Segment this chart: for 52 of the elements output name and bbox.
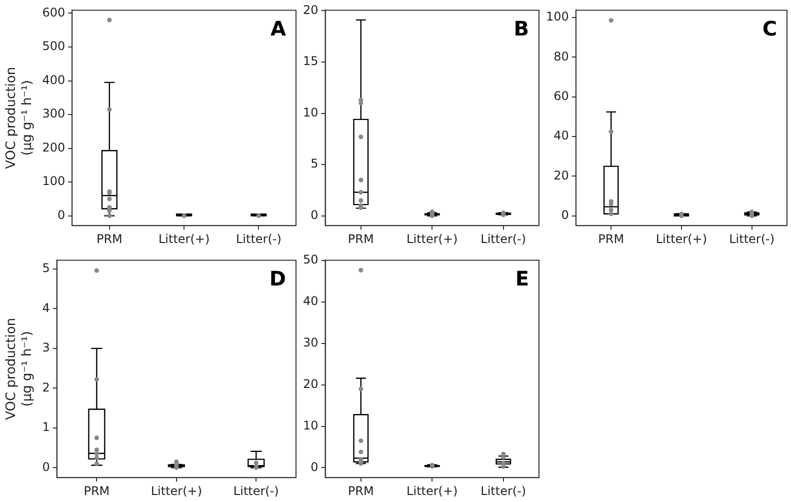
x-tick-label: PRM [348,484,374,498]
y-tick-label: 50 [302,252,318,267]
x-tick-label: Litter(+) [158,232,210,246]
y-tick-label: 5 [42,261,50,276]
y-tick-label: 600 [42,5,66,20]
y-tick-label: 15 [302,54,318,68]
y-tick-label: 0 [42,460,50,474]
y-tick-label: 300 [42,106,66,121]
annotation: D [269,266,286,290]
annotation: A [270,16,287,40]
y-tick-label: 2 [42,380,50,394]
y-tick-label: 1 [42,420,50,434]
x-tick-label: Litter(+) [150,484,202,498]
annotation: E [515,266,529,290]
x-tick-label: Litter(-) [729,232,775,246]
y-tick-label: 20 [554,168,569,182]
y-tick-label: 4 [42,300,50,315]
y-tick-label: 20 [302,376,318,391]
y-tick-label: 30 [302,336,318,350]
y-tick-label: 5 [310,156,318,171]
x-tick-label: Litter(+) [656,232,708,246]
y-tick-label: 400 [42,72,66,87]
y-tick-label: 100 [42,174,66,188]
x-tick-label: PRM [84,484,110,498]
annotation: B [514,16,529,40]
y-tick-label: 100 [546,10,569,24]
y-axis-title: VOC production (µg g⁻¹ h⁻¹) [4,318,35,420]
y-tick-label: 80 [554,49,569,64]
x-tick-label: PRM [348,232,374,246]
y-axis-title: VOC production (µg g⁻¹ h⁻¹) [4,66,35,169]
y-tick-label: 40 [554,128,569,143]
x-tick-label: PRM [598,232,624,246]
y-tick-label: 40 [302,294,318,308]
y-tick-label: 500 [42,39,66,54]
annotation: C [762,16,777,40]
y-tick-label: 10 [302,105,318,120]
y-tick-label: 0 [310,208,318,222]
y-tick-label: 10 [302,418,318,432]
x-tick-label: Litter(-) [236,232,282,246]
y-tick-label: 200 [42,140,66,154]
x-tick-label: Litter(-) [480,232,526,246]
x-tick-label: Litter(+) [406,484,458,498]
x-tick-label: PRM [96,232,122,246]
x-tick-label: Litter(+) [406,232,458,246]
x-tick-label: Litter(-) [233,484,279,498]
y-tick-label: 20 [302,2,318,17]
y-tick-label: 60 [554,89,569,103]
y-tick-label: 0 [57,208,66,222]
y-tick-label: 0 [561,208,569,222]
x-tick-label: Litter(-) [480,484,526,498]
y-tick-label: 3 [42,340,50,355]
y-tick-label: 0 [310,460,318,474]
